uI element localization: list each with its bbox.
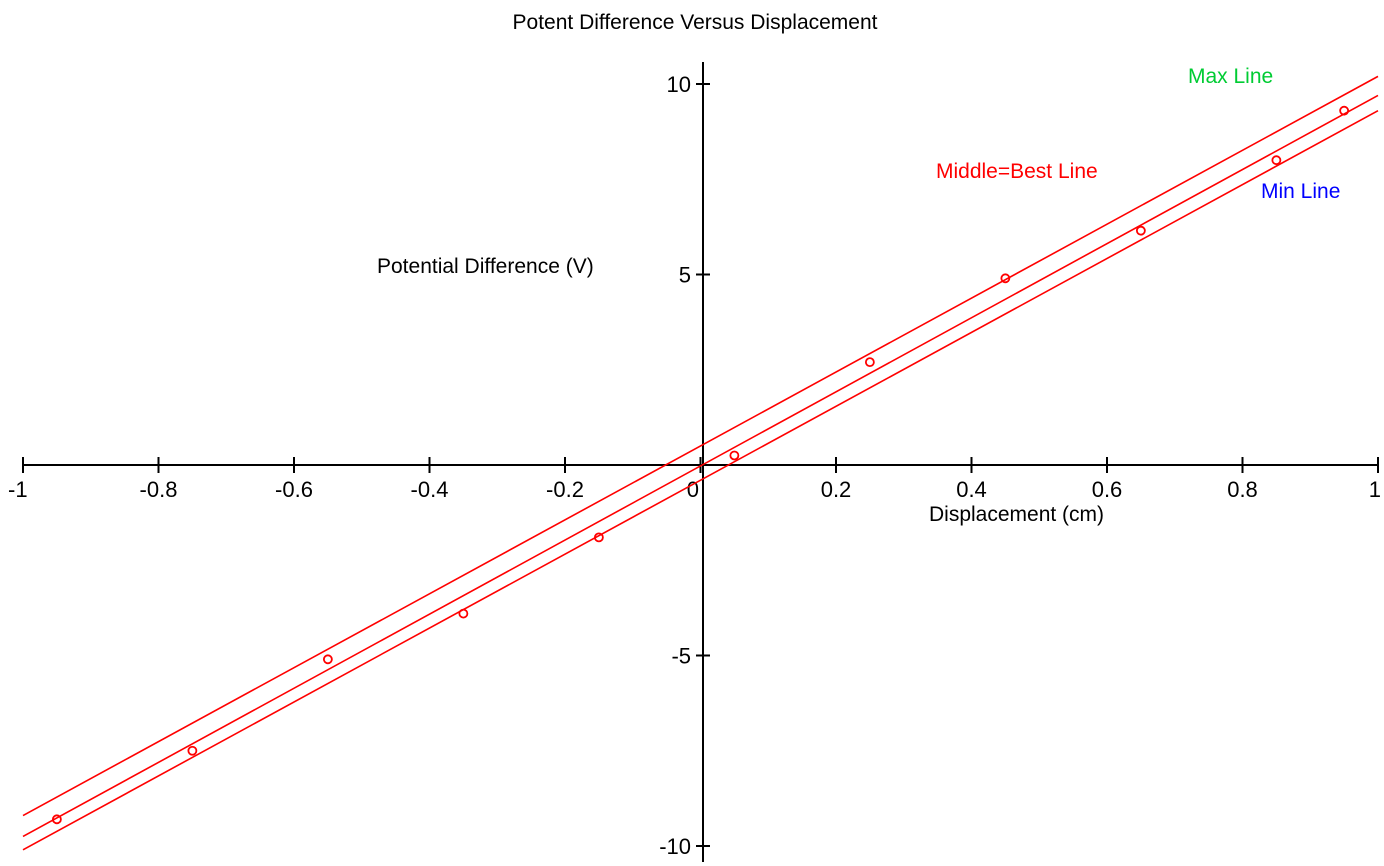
min-line-label: Min Line — [1261, 180, 1340, 203]
data-point — [864, 357, 875, 368]
x-tick-label: -0.6 — [275, 477, 313, 502]
chart-title: Potent Difference Versus Displacement — [513, 11, 878, 34]
y-tick-label: 10 — [667, 72, 691, 97]
x-tick-label: -0.4 — [411, 477, 449, 502]
data-point — [51, 814, 62, 825]
x-ticks: -1 -0.8 -0.6 -0.4 -0.2 0 0.2 0.4 0.6 0.8 1 — [8, 457, 1381, 502]
x-tick-label: 0 — [687, 477, 699, 502]
fit-line-1 — [22, 94, 1379, 838]
data-point — [1271, 155, 1282, 166]
data-point — [458, 608, 469, 619]
fit-line-2 — [22, 109, 1379, 851]
y-tick-label: -10 — [659, 834, 691, 859]
x-tick-label: 0.8 — [1227, 477, 1258, 502]
x-tick-label: -0.8 — [140, 477, 178, 502]
x-tick-label: 0.6 — [1092, 477, 1123, 502]
fit-lines — [22, 75, 1379, 851]
x-tick-label: -0.2 — [546, 477, 584, 502]
y-ticks: -10 -5 5 10 — [659, 72, 710, 859]
fit-line-0 — [22, 75, 1379, 817]
axes: -1 -0.8 -0.6 -0.4 -0.2 0 0.2 0.4 0.6 0.8 1 -10 -5 5 1… — [8, 62, 1381, 862]
x-tick-label: -1 — [8, 477, 28, 502]
best-line-label: Middle=Best Line — [936, 160, 1098, 183]
data-point — [1135, 225, 1146, 236]
data-point — [729, 450, 740, 461]
x-tick-label: 1 — [1369, 477, 1381, 502]
y-axis-label: Potential Difference (V) — [377, 255, 594, 278]
data-point — [187, 745, 198, 756]
data-point — [593, 532, 604, 543]
x-axis-label: Displacement (cm) — [929, 503, 1104, 526]
x-tick-label: 0.4 — [956, 477, 987, 502]
y-tick-label: -5 — [671, 644, 691, 669]
x-tick-label: 0.2 — [821, 477, 852, 502]
data-point — [322, 654, 333, 665]
data-point — [1339, 105, 1350, 116]
y-tick-label: 5 — [679, 263, 691, 288]
max-line-label: Max Line — [1188, 65, 1273, 88]
data-point — [1000, 273, 1011, 284]
data-points — [51, 105, 1350, 825]
